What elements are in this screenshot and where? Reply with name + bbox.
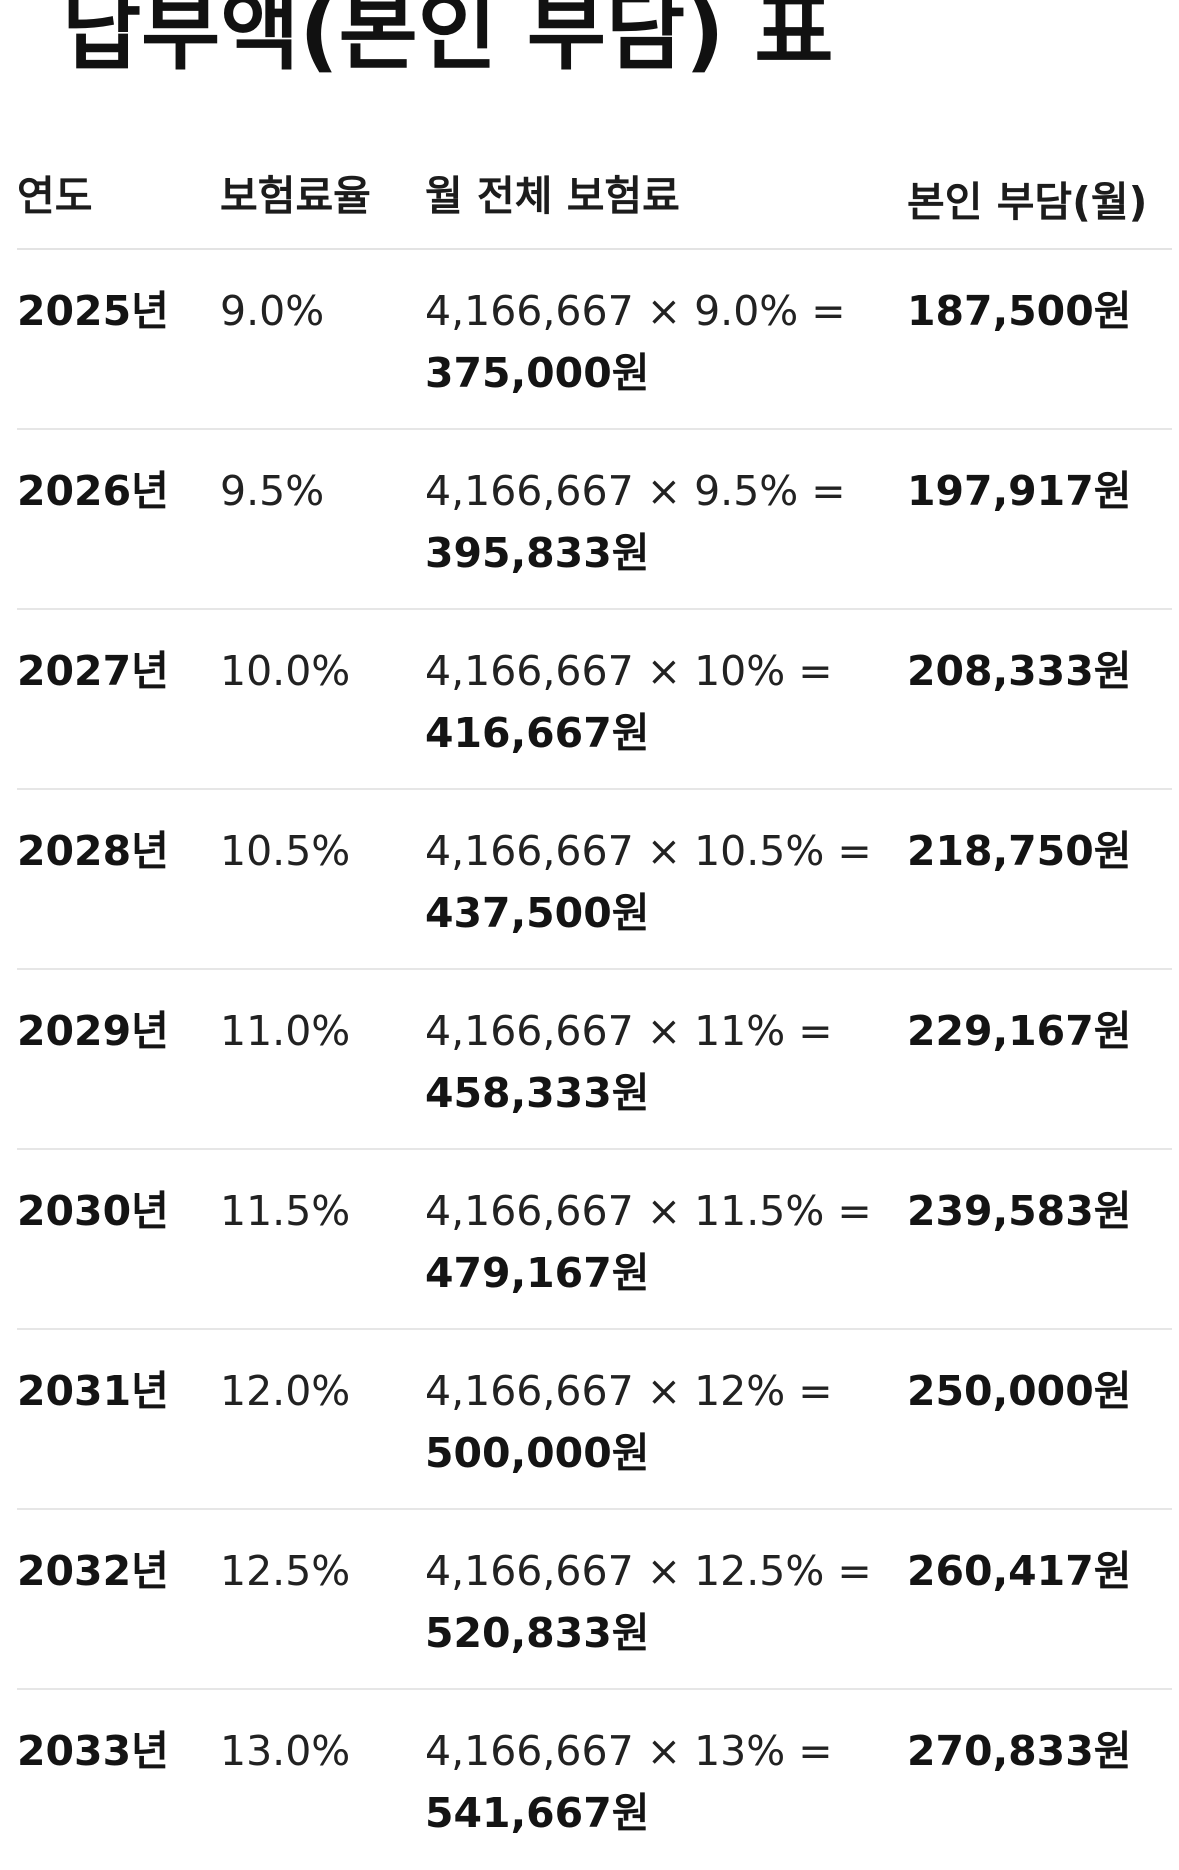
formula-cell: 4,166,667 × 13% = [425, 1727, 833, 1775]
total-premium-cell: 479,167원 [425, 1249, 650, 1297]
total-premium-cell: 375,000원 [425, 349, 650, 397]
total-premium-cell: 520,833원 [425, 1609, 650, 1657]
total-premium-cell: 416,667원 [425, 709, 650, 757]
table-row: 2031년 12.0% 4,166,667 × 12% = 500,000원 2… [17, 1330, 1172, 1510]
table-row: 2025년 9.0% 4,166,667 × 9.0% = 375,000원 1… [17, 250, 1172, 430]
rate-cell: 9.0% [220, 287, 325, 335]
table-header: 연도 보험료율 월 전체 보험료 본인 부담(월) [17, 150, 1172, 250]
personal-share-cell: 218,750원 [907, 827, 1132, 875]
total-premium-cell: 541,667원 [425, 1789, 650, 1837]
formula-cell: 4,166,667 × 12% = [425, 1367, 833, 1415]
year-cell: 2029년 [17, 1007, 169, 1055]
formula-cell: 4,166,667 × 11% = [425, 1007, 833, 1055]
rate-cell: 11.5% [220, 1187, 351, 1235]
rate-cell: 12.0% [220, 1367, 351, 1415]
formula-cell: 4,166,667 × 9.5% = [425, 467, 846, 515]
header-year: 연도 [17, 172, 93, 220]
table-row: 2028년 10.5% 4,166,667 × 10.5% = 437,500원… [17, 790, 1172, 970]
personal-share-cell: 208,333원 [907, 647, 1132, 695]
table-body: 2025년 9.0% 4,166,667 × 9.0% = 375,000원 1… [17, 250, 1172, 1870]
formula-cell: 4,166,667 × 11.5% = [425, 1187, 872, 1235]
year-cell: 2032년 [17, 1547, 169, 1595]
rate-cell: 10.0% [220, 647, 351, 695]
rate-cell: 10.5% [220, 827, 351, 875]
year-cell: 2031년 [17, 1367, 169, 1415]
year-cell: 2028년 [17, 827, 169, 875]
formula-cell: 4,166,667 × 9.0% = [425, 287, 846, 335]
total-premium-cell: 458,333원 [425, 1069, 650, 1117]
rate-cell: 11.0% [220, 1007, 351, 1055]
personal-share-cell: 250,000원 [907, 1367, 1132, 1415]
year-cell: 2033년 [17, 1727, 169, 1775]
header-rate: 보험료율 [220, 172, 371, 220]
year-cell: 2030년 [17, 1187, 169, 1235]
year-cell: 2025년 [17, 287, 169, 335]
table-row: 2027년 10.0% 4,166,667 × 10% = 416,667원 2… [17, 610, 1172, 790]
personal-share-cell: 260,417원 [907, 1547, 1132, 1595]
total-premium-cell: 395,833원 [425, 529, 650, 577]
page-title: 납부액(본인 부담) 표 [62, 0, 834, 82]
rate-cell: 9.5% [220, 467, 325, 515]
personal-share-cell: 197,917원 [907, 467, 1132, 515]
formula-cell: 4,166,667 × 12.5% = [425, 1547, 872, 1595]
table-row: 2033년 13.0% 4,166,667 × 13% = 541,667원 2… [17, 1690, 1172, 1870]
rate-cell: 12.5% [220, 1547, 351, 1595]
table-row: 2026년 9.5% 4,166,667 × 9.5% = 395,833원 1… [17, 430, 1172, 610]
table-row: 2029년 11.0% 4,166,667 × 11% = 458,333원 2… [17, 970, 1172, 1150]
total-premium-cell: 437,500원 [425, 889, 650, 937]
personal-share-cell: 187,500원 [907, 287, 1132, 335]
formula-cell: 4,166,667 × 10.5% = [425, 827, 872, 875]
formula-cell: 4,166,667 × 10% = [425, 647, 833, 695]
header-total-premium: 월 전체 보험료 [425, 172, 680, 220]
personal-share-cell: 270,833원 [907, 1727, 1132, 1775]
total-premium-cell: 500,000원 [425, 1429, 650, 1477]
header-personal-share: 본인 부담(월) [907, 178, 1148, 226]
table-row: 2032년 12.5% 4,166,667 × 12.5% = 520,833원… [17, 1510, 1172, 1690]
personal-share-cell: 229,167원 [907, 1007, 1132, 1055]
personal-share-cell: 239,583원 [907, 1187, 1132, 1235]
table-row: 2030년 11.5% 4,166,667 × 11.5% = 479,167원… [17, 1150, 1172, 1330]
rate-cell: 13.0% [220, 1727, 351, 1775]
year-cell: 2027년 [17, 647, 169, 695]
year-cell: 2026년 [17, 467, 169, 515]
